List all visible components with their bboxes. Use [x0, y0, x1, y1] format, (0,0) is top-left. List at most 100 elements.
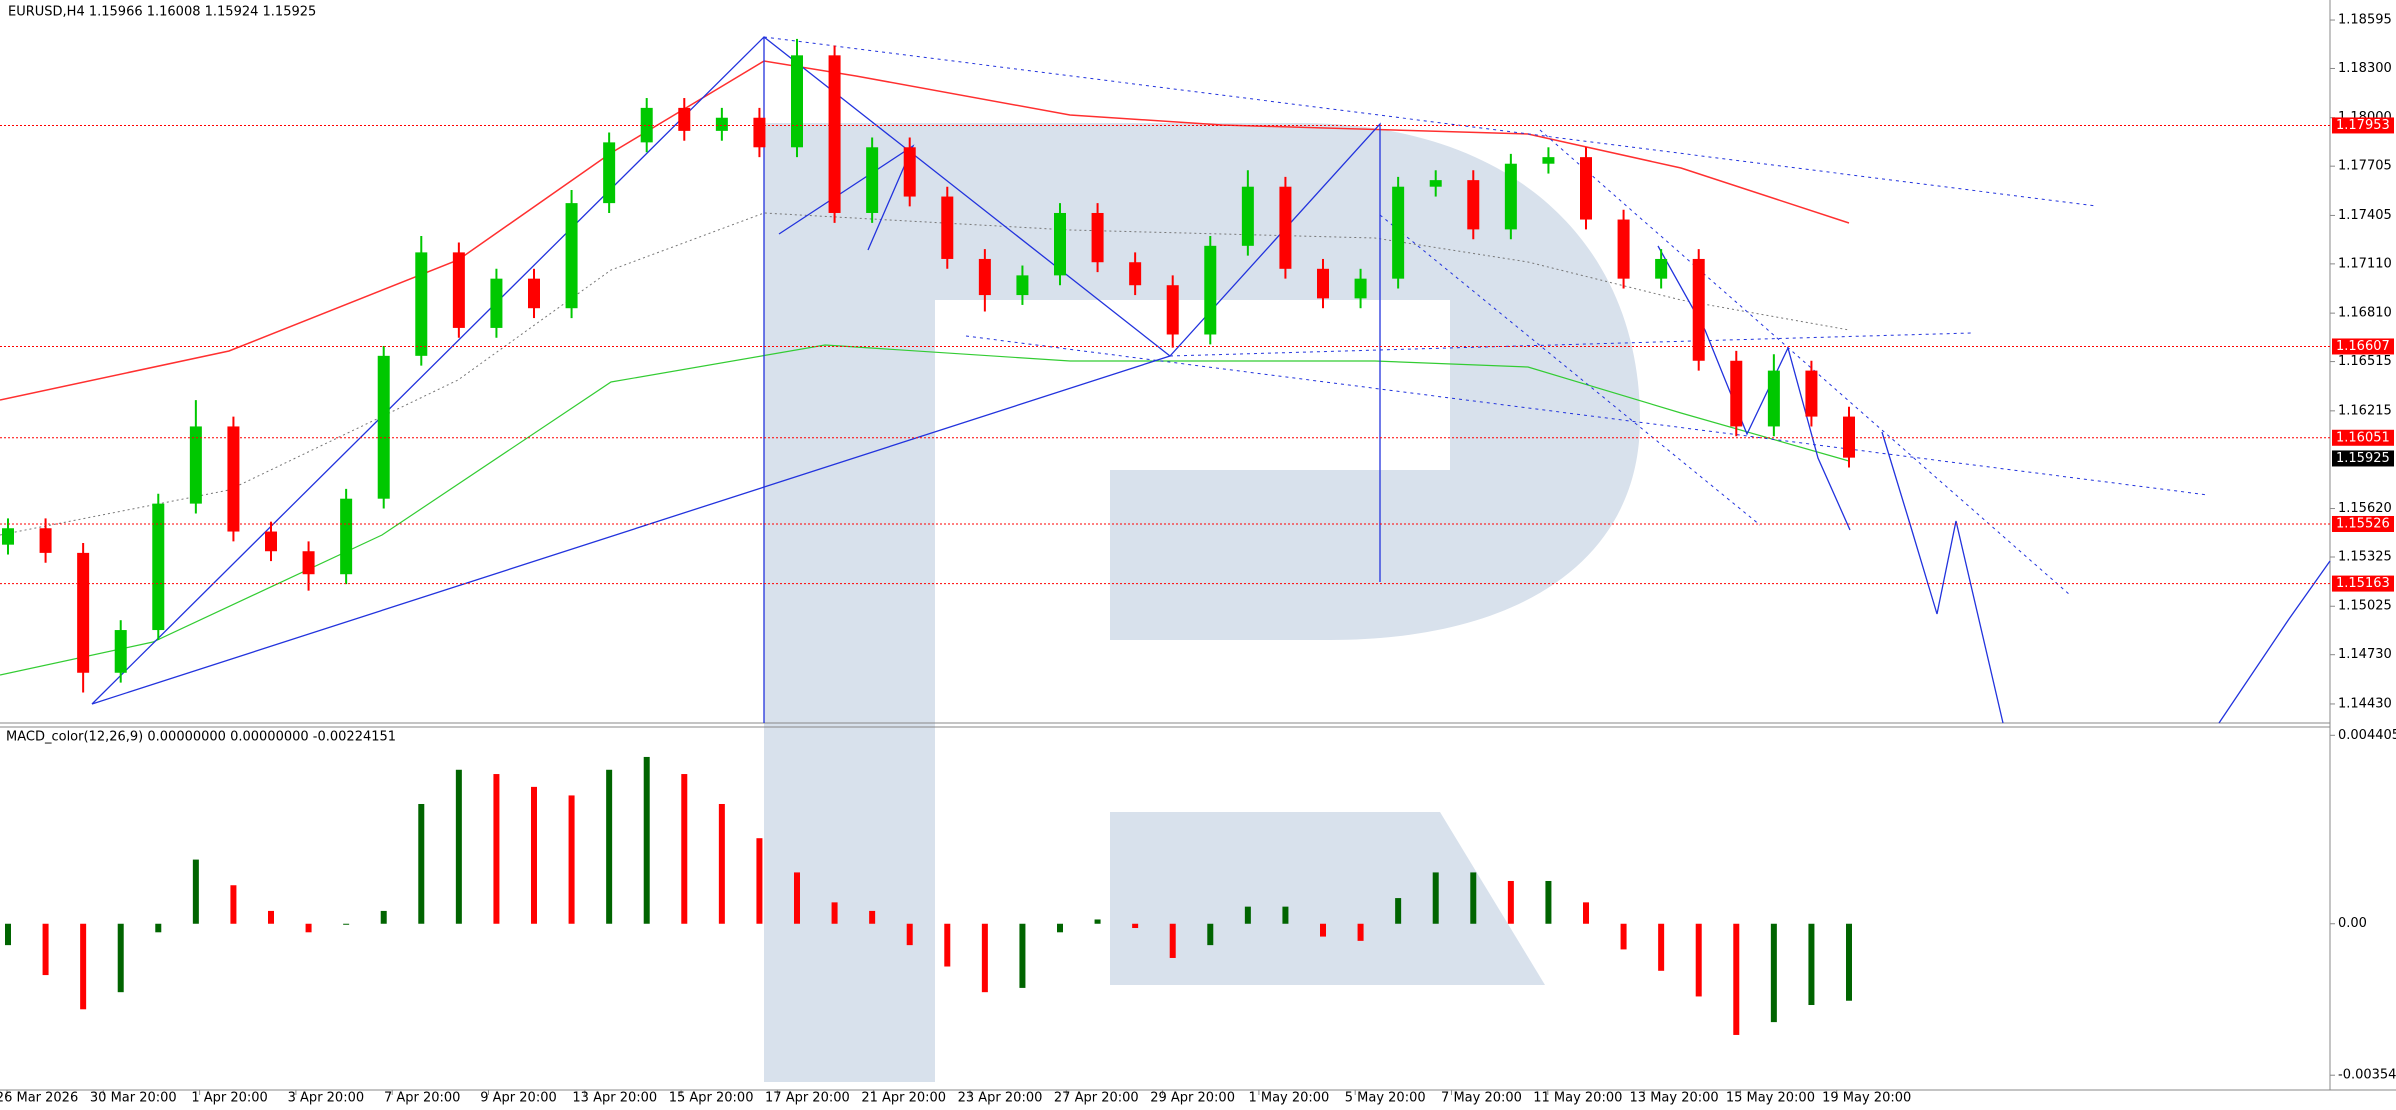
- candle-body: [490, 278, 503, 328]
- x-tick-label: 17 Apr 20:00: [765, 1091, 850, 1106]
- macd-bar: [831, 902, 838, 924]
- y-tick-label: 1.17405: [2338, 208, 2392, 223]
- x-tick-label: 9 Apr 20:00: [480, 1091, 557, 1106]
- macd-bar: [1357, 923, 1364, 941]
- macd-bar: [1395, 898, 1402, 924]
- macd-bar: [117, 923, 124, 993]
- x-tick-label: 1 May 20:00: [1248, 1091, 1329, 1106]
- macd-bar: [1057, 923, 1063, 933]
- macd-bar: [944, 923, 951, 967]
- ma-red: [0, 60, 1850, 401]
- level-label: 1.15163: [2336, 576, 2390, 591]
- candle-body: [227, 426, 240, 532]
- price-label: 1.15925: [2336, 451, 2390, 466]
- x-tick-label: 19 May 20:00: [1822, 1091, 1911, 1106]
- ma-dotted: [0, 212, 1850, 536]
- macd-bar: [1169, 923, 1176, 958]
- candle-body: [1091, 212, 1104, 263]
- x-tick-label: 27 Apr 20:00: [1054, 1091, 1139, 1106]
- candle-body: [114, 630, 127, 673]
- candle-body: [302, 551, 315, 575]
- x-tick-label: 3 Apr 20:00: [288, 1091, 365, 1106]
- y-tick-label: 1.16515: [2338, 354, 2392, 369]
- y-tick-label: 0.00: [2338, 916, 2367, 931]
- y-tick-label: 1.17705: [2338, 159, 2392, 174]
- candle-body: [39, 528, 52, 553]
- macd-bar: [906, 923, 913, 946]
- x-tick-label: 21 Apr 20:00: [861, 1091, 946, 1106]
- macd-bar: [455, 769, 462, 924]
- candle-body: [1354, 278, 1367, 299]
- macd-bar: [1770, 923, 1777, 1023]
- ma-green: [0, 344, 1850, 676]
- macd-bar: [1320, 923, 1326, 937]
- macd-bar: [1244, 906, 1251, 924]
- x-tick-label: 1 Apr 20:00: [191, 1091, 268, 1106]
- candle-body: [753, 117, 766, 148]
- y-tick-label: 1.14730: [2338, 647, 2392, 662]
- macd-bar: [1207, 923, 1214, 946]
- macd-bar: [418, 803, 425, 924]
- macd-bar: [606, 769, 613, 924]
- candle-body: [265, 531, 277, 552]
- x-tick-label: 29 Apr 20:00: [1150, 1091, 1235, 1106]
- candle-body: [1467, 180, 1480, 230]
- level-box: [2332, 117, 2394, 134]
- macd-bar: [794, 872, 800, 924]
- candle-body: [1166, 285, 1179, 335]
- macd-bar: [1282, 906, 1289, 924]
- candle-body: [377, 355, 390, 499]
- x-tick-label: 7 Apr 20:00: [384, 1091, 461, 1106]
- macd-bar: [380, 910, 387, 924]
- level-box: [2332, 338, 2394, 355]
- macd-bar: [1470, 872, 1477, 924]
- candle-body: [1204, 245, 1217, 335]
- trend-lines: [763, 36, 2209, 596]
- candle-body: [1504, 163, 1517, 230]
- macd-bar: [1733, 923, 1740, 1035]
- x-tick-label: 23 Apr 20:00: [958, 1091, 1043, 1106]
- candle-body: [1805, 370, 1818, 417]
- candle-body: [603, 142, 616, 204]
- level-box: [2332, 515, 2394, 532]
- macd-bar: [1507, 880, 1514, 924]
- candle-body: [528, 278, 540, 309]
- candle-body: [189, 426, 202, 504]
- x-tick-label: 13 May 20:00: [1630, 1091, 1719, 1106]
- y-tick-label: 1.14430: [2338, 696, 2392, 711]
- candle-body: [1279, 186, 1292, 269]
- y-tick-label: 1.15620: [2338, 501, 2392, 516]
- chart-title: EURUSD,H4 1.15966 1.16008 1.15924 1.1592…: [8, 5, 316, 20]
- y-tick-label: 1.18300: [2338, 61, 2392, 76]
- price-box: [2332, 450, 2394, 467]
- macd-bar: [1620, 923, 1627, 950]
- macd-bar: [1695, 923, 1702, 997]
- level-label: 1.16051: [2336, 430, 2390, 445]
- macd-bar: [1808, 923, 1815, 1006]
- macd-bar: [268, 910, 274, 924]
- macd-bar: [756, 838, 763, 924]
- candle-body: [1692, 258, 1705, 361]
- y-tick-label: 1.18595: [2338, 13, 2392, 28]
- y-tick-label: -0.0035412: [2338, 1068, 2396, 1083]
- macd-bar: [42, 923, 49, 976]
- candle-body: [1542, 157, 1555, 164]
- candle-body: [1392, 186, 1405, 279]
- x-tick-label: 30 Mar 20:00: [90, 1091, 177, 1106]
- macd-bar: [531, 786, 537, 924]
- macd-bar: [1658, 923, 1665, 971]
- y-tick-label: 1.16810: [2338, 306, 2392, 321]
- macd-bar: [493, 774, 500, 924]
- level-label: 1.17953: [2336, 118, 2390, 133]
- macd-bar: [1846, 923, 1852, 1001]
- candle-body: [415, 252, 428, 356]
- candle-body: [1843, 416, 1855, 458]
- candle-body: [1129, 262, 1142, 286]
- y-tick-label: 0.0044059: [2338, 728, 2396, 743]
- x-tick-label: 15 May 20:00: [1726, 1091, 1815, 1106]
- macd-bar: [230, 885, 237, 924]
- candle-body: [715, 117, 728, 131]
- x-tick-label: 11 May 20:00: [1533, 1091, 1622, 1106]
- macd-bar: [1545, 880, 1552, 924]
